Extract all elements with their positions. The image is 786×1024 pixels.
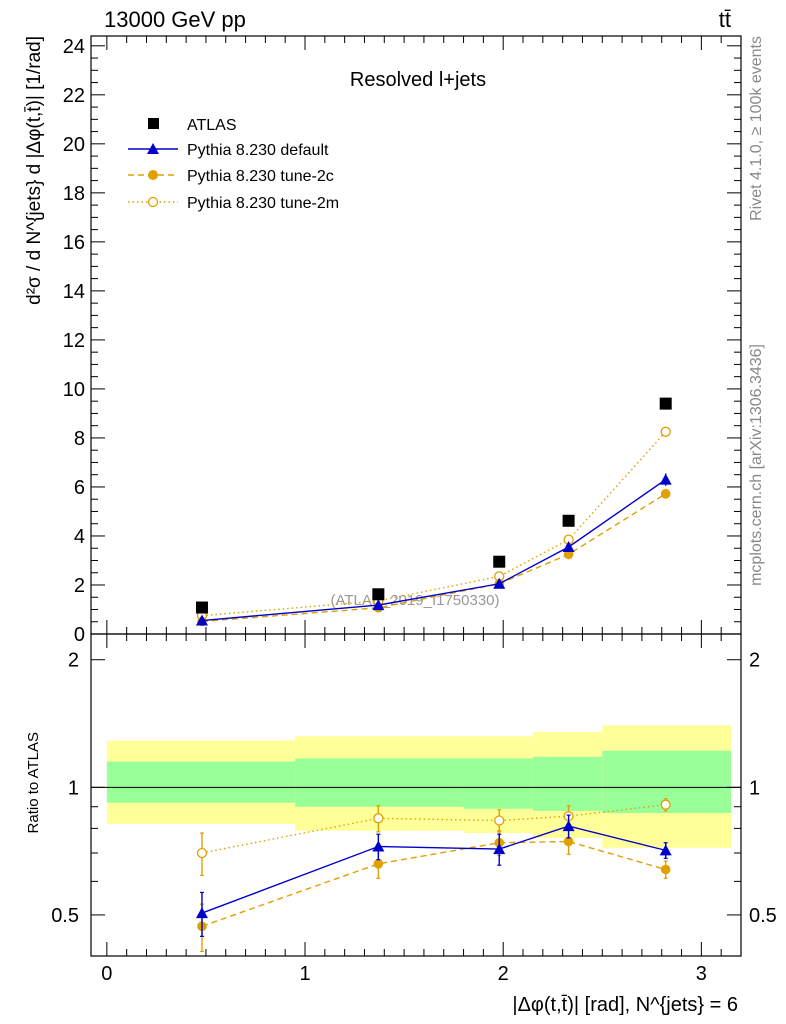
ratio-point-pythia-8-230-tune-2m (660, 799, 671, 810)
ratio-y-tick-label: 2 (68, 650, 79, 672)
main-y-tick-label: 8 (74, 428, 85, 450)
data-point-pythia-8-230-default (659, 473, 672, 485)
ratio-point-pythia-8-230-default (195, 907, 208, 919)
data-point-pythia-8-230-default (493, 577, 506, 589)
ratio-point-pythia-8-230-tune-2c (373, 859, 384, 869)
legend-marker-default (147, 143, 159, 154)
stat-uncertainty-band (106, 761, 296, 803)
series-line-pythia-8-230-tune-2m (201, 431, 667, 617)
main-y-tick-label: 2 (74, 575, 85, 597)
x-tick-label: 3 (696, 963, 707, 985)
main-y-tick-label: 6 (74, 477, 85, 499)
main-y-tick-label: 22 (63, 85, 85, 107)
legend-marker-atlas (148, 118, 159, 129)
main-y-tick-label: 14 (63, 281, 85, 303)
x-tick-label: 1 (299, 963, 310, 985)
stat-uncertainty-band (295, 758, 464, 807)
data-point-pythia-8-230-default (372, 599, 385, 611)
ratio-point-pythia-8-230-tune-2m (196, 847, 208, 859)
x-axis-label: |Δφ(t,t̄)| [rad], N^{jets} = 6 (512, 994, 738, 1016)
x-tick-label: 0 (101, 963, 112, 985)
ratio-panel-frame (90, 633, 742, 957)
mcplots-label: mcplots.cern.ch [arXiv:1306.3436] (748, 344, 765, 586)
energy-label: 13000 GeV pp (104, 7, 246, 32)
legend-marker-tune2m (147, 196, 159, 208)
ratio-y-tick-label: 1 (68, 777, 79, 799)
main-y-tick-label: 4 (74, 526, 85, 548)
main-y-tick-label: 16 (63, 232, 85, 254)
main-y-tick-label: 18 (63, 183, 85, 205)
ratio-panel-data (195, 798, 672, 953)
data-point-atlas (493, 555, 506, 568)
main-title: Resolved l+jets (350, 69, 486, 91)
data-point-pythia-8-230-default (195, 614, 208, 626)
legend-label-tune2c: Pythia 8.230 tune-2c (187, 168, 334, 185)
ratio-point-pythia-8-230-tune-2m (494, 815, 505, 826)
ratio-point-pythia-8-230-default (372, 840, 385, 852)
legend-marker-tune2c (148, 170, 158, 180)
ratio-point-pythia-8-230-tune-2c (563, 836, 574, 847)
ratio-uncertainty-bands (91, 725, 741, 848)
main-y-tick-label: 0 (74, 624, 85, 646)
data-point-pythia-8-230-tune-2c (660, 489, 671, 499)
ratio-point-pythia-8-230-default (562, 820, 575, 832)
main-y-tick-label: 12 (63, 330, 85, 352)
ratio-ylabel: Ratio to ATLAS (25, 732, 42, 833)
stat-uncertainty-band (463, 758, 533, 809)
main-y-tick-label: 24 (63, 36, 85, 58)
legend-label-atlas: ATLAS (187, 117, 237, 134)
legend-label-tune2m: Pythia 8.230 tune-2m (187, 195, 339, 212)
ratio-y-tick-label-right: 1 (749, 777, 760, 799)
ratio-line-pythia-8-230-default (201, 825, 666, 914)
data-point-pythia-8-230-default (562, 540, 575, 552)
main-ylabel: d²σ / d N^{jets} d |Δφ(t,t̄)| [1/rad] (24, 36, 45, 305)
data-point-atlas (659, 397, 672, 410)
legend: ATLAS Pythia 8.230 default Pythia 8.230 … (128, 117, 339, 212)
stat-uncertainty-band (532, 756, 603, 811)
data-point-atlas (372, 588, 385, 601)
x-tick-label: 2 (498, 963, 509, 985)
rivet-label: Rivet 4.1.0, ≥ 100k events (748, 36, 765, 221)
ratio-y-tick-label-right: 2 (749, 650, 760, 672)
main-y-tick-label: 20 (63, 134, 85, 156)
ratio-y-tick-label-right: 0.5 (749, 905, 777, 927)
ratio-point-pythia-8-230-default (493, 843, 506, 855)
process-label: tt̄ (719, 7, 731, 32)
ratio-point-pythia-8-230-tune-2c (660, 864, 671, 875)
main-y-tick-label: 10 (63, 379, 85, 401)
ratio-line-pythia-8-230-tune-2c (201, 840, 666, 927)
data-point-atlas (195, 601, 208, 614)
ratio-point-pythia-8-230-default (659, 844, 672, 856)
ratio-point-pythia-8-230-tune-2m (373, 813, 384, 824)
ratio-y-tick-label: 0.5 (51, 905, 79, 927)
data-point-atlas (562, 514, 575, 527)
legend-label-default: Pythia 8.230 default (187, 142, 329, 159)
data-point-pythia-8-230-tune-2m (660, 426, 671, 437)
main-panel-data (195, 397, 672, 627)
